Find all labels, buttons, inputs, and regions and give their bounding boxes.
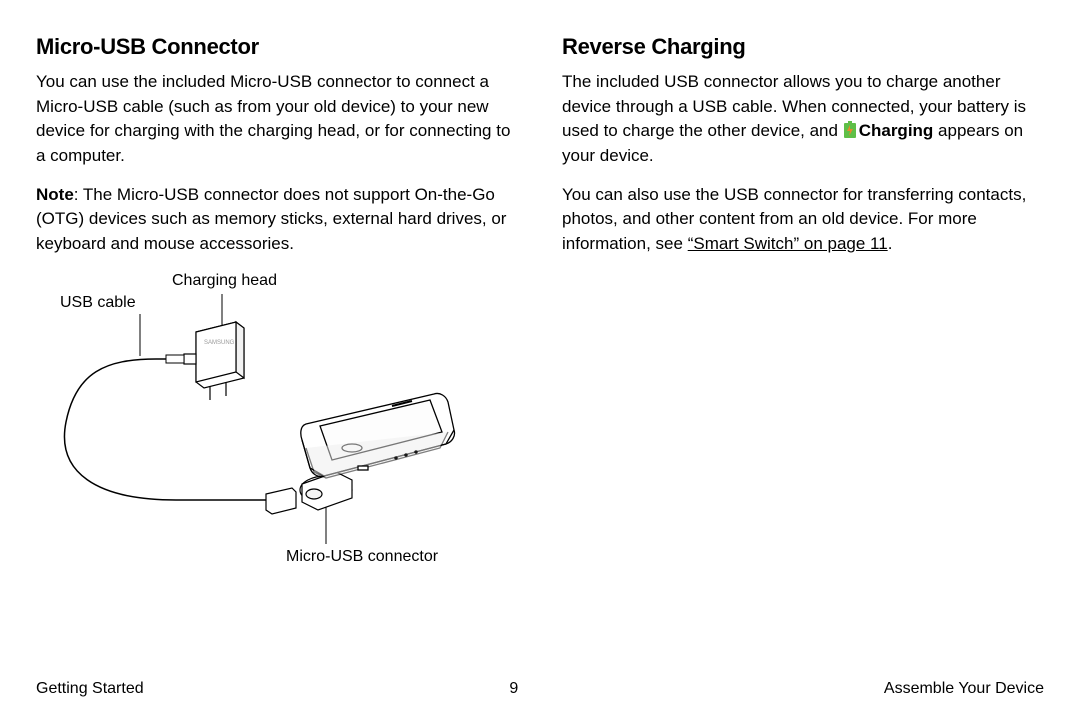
diagram-svg: SAMSUNG bbox=[36, 272, 456, 572]
svg-text:SAMSUNG: SAMSUNG bbox=[204, 340, 235, 346]
right-column: Reverse Charging The included USB connec… bbox=[562, 34, 1044, 572]
reverse-charging-heading: Reverse Charging bbox=[562, 34, 1044, 60]
footer-right: Assemble Your Device bbox=[884, 680, 1044, 698]
micro-usb-heading: Micro-USB Connector bbox=[36, 34, 518, 60]
connector-diagram: Charging head USB cable Micro-USB connec… bbox=[36, 272, 456, 572]
para2-b: . bbox=[888, 234, 893, 253]
label-micro-usb-connector: Micro-USB connector bbox=[286, 548, 438, 566]
charging-label: Charging bbox=[859, 121, 934, 140]
label-charging-head: Charging head bbox=[172, 272, 277, 290]
footer-left: Getting Started bbox=[36, 680, 144, 698]
micro-usb-para1: You can use the included Micro-USB conne… bbox=[36, 70, 518, 169]
note-label: Note bbox=[36, 185, 74, 204]
footer-page: 9 bbox=[509, 680, 518, 698]
battery-charging-icon bbox=[843, 121, 857, 139]
label-usb-cable: USB cable bbox=[60, 294, 136, 312]
left-column: Micro-USB Connector You can use the incl… bbox=[36, 34, 518, 572]
smart-switch-link[interactable]: “Smart Switch” on page 11 bbox=[688, 234, 888, 253]
reverse-charging-para1: The included USB connector allows you to… bbox=[562, 70, 1044, 169]
reverse-charging-para2: You can also use the USB connector for t… bbox=[562, 183, 1044, 257]
page-footer: Getting Started 9 Assemble Your Device bbox=[36, 680, 1044, 698]
note-body: : The Micro-USB connector does not suppo… bbox=[36, 185, 506, 253]
micro-usb-note: Note: The Micro-USB connector does not s… bbox=[36, 183, 518, 257]
